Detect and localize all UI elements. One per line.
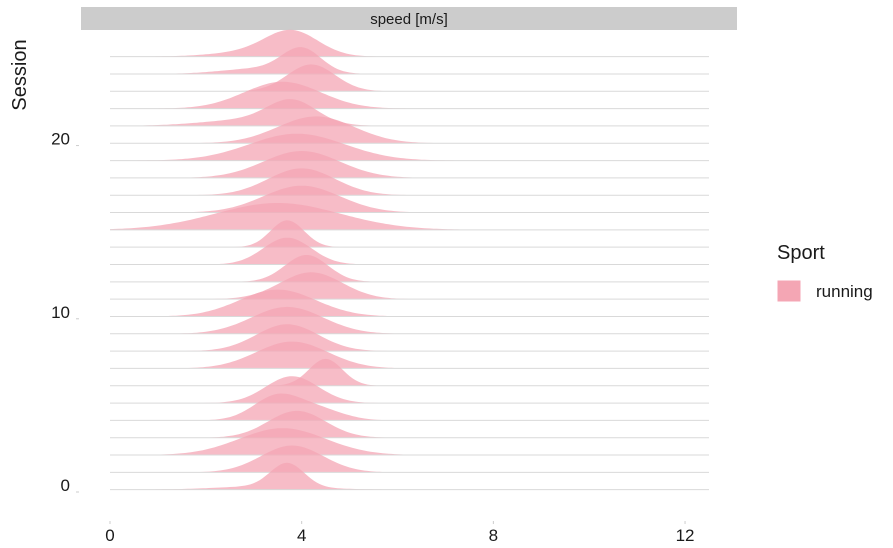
ridge-area-session-16 xyxy=(110,203,709,230)
ridge-area-session-21 xyxy=(110,116,709,144)
ridge-area-session-13 xyxy=(110,255,709,282)
y-tick-label-10: 10 xyxy=(51,303,70,322)
ridge-area-session-14 xyxy=(110,237,709,265)
ridge-session-3 xyxy=(110,428,709,456)
ridge-area-session-12 xyxy=(110,272,709,300)
facet-strip: speed [m/s] xyxy=(81,7,737,30)
ridge-session-16 xyxy=(110,203,709,231)
y-axis: 0 10 20 xyxy=(51,130,79,495)
ridge-session-9 xyxy=(110,324,709,352)
ridge-area-session-9 xyxy=(110,324,709,352)
ridge-session-8 xyxy=(110,341,709,369)
ridge-area-session-10 xyxy=(110,306,709,334)
ridge-session-24 xyxy=(110,64,709,92)
ridge-session-15 xyxy=(110,220,709,248)
facet-strip-background xyxy=(81,7,737,30)
y-tick-label-20: 20 xyxy=(51,130,70,149)
ridge-area-session-20 xyxy=(110,133,709,161)
ridge-area-session-3 xyxy=(110,428,709,455)
ridge-session-7 xyxy=(110,358,709,387)
ridges-layer xyxy=(110,29,709,491)
ridge-area-session-1 xyxy=(110,462,709,490)
ridge-session-25 xyxy=(110,47,709,75)
ridge-area-session-5 xyxy=(110,393,709,421)
ridge-area-session-8 xyxy=(110,341,709,369)
legend-label-running: running xyxy=(816,282,873,301)
ridge-area-session-19 xyxy=(110,151,709,178)
ridge-session-13 xyxy=(110,255,709,283)
ridge-session-11 xyxy=(110,289,709,317)
y-axis-title: Session xyxy=(9,39,31,110)
ridge-area-session-17 xyxy=(110,185,709,213)
legend-key-running xyxy=(776,279,802,303)
ridge-session-5 xyxy=(110,393,709,421)
ridge-area-session-15 xyxy=(110,220,709,248)
ridge-session-1 xyxy=(110,462,709,491)
ridge-session-17 xyxy=(110,185,709,214)
ridge-session-21 xyxy=(110,116,709,144)
ridge-area-session-7 xyxy=(110,358,709,386)
ridge-area-session-18 xyxy=(110,168,709,196)
x-tick-label-8: 8 xyxy=(489,526,498,545)
ridge-session-2 xyxy=(110,445,709,473)
ridge-session-18 xyxy=(110,168,709,196)
ridge-area-session-4 xyxy=(110,410,709,438)
ridge-area-session-6 xyxy=(110,376,709,404)
ridge-session-12 xyxy=(110,272,709,300)
legend-title: Sport xyxy=(777,242,825,264)
ridge-session-4 xyxy=(110,410,709,439)
ridge-session-22 xyxy=(110,99,709,127)
x-axis: 0 4 8 12 xyxy=(105,521,695,545)
ridge-area-session-11 xyxy=(110,289,709,317)
ridge-session-14 xyxy=(110,237,709,265)
ridge-session-26 xyxy=(110,29,709,58)
x-tick-label-4: 4 xyxy=(297,526,306,545)
ridge-session-6 xyxy=(110,376,709,404)
legend: Sport running xyxy=(776,242,873,303)
ridge-area-session-26 xyxy=(110,29,709,57)
y-tick-label-0: 0 xyxy=(61,476,70,495)
ridge-area-session-22 xyxy=(110,99,709,126)
ridge-area-session-25 xyxy=(110,47,709,74)
ridge-session-23 xyxy=(110,81,709,110)
facet-strip-label: speed [m/s] xyxy=(370,11,448,28)
ridge-session-19 xyxy=(110,151,709,179)
x-tick-label-0: 0 xyxy=(105,526,114,545)
ridge-area-session-23 xyxy=(110,81,709,109)
ridge-area-session-2 xyxy=(110,445,709,473)
ridge-session-10 xyxy=(110,306,709,335)
ridge-session-20 xyxy=(110,133,709,162)
x-tick-label-12: 12 xyxy=(676,526,695,545)
ridge-area-session-24 xyxy=(110,64,709,92)
